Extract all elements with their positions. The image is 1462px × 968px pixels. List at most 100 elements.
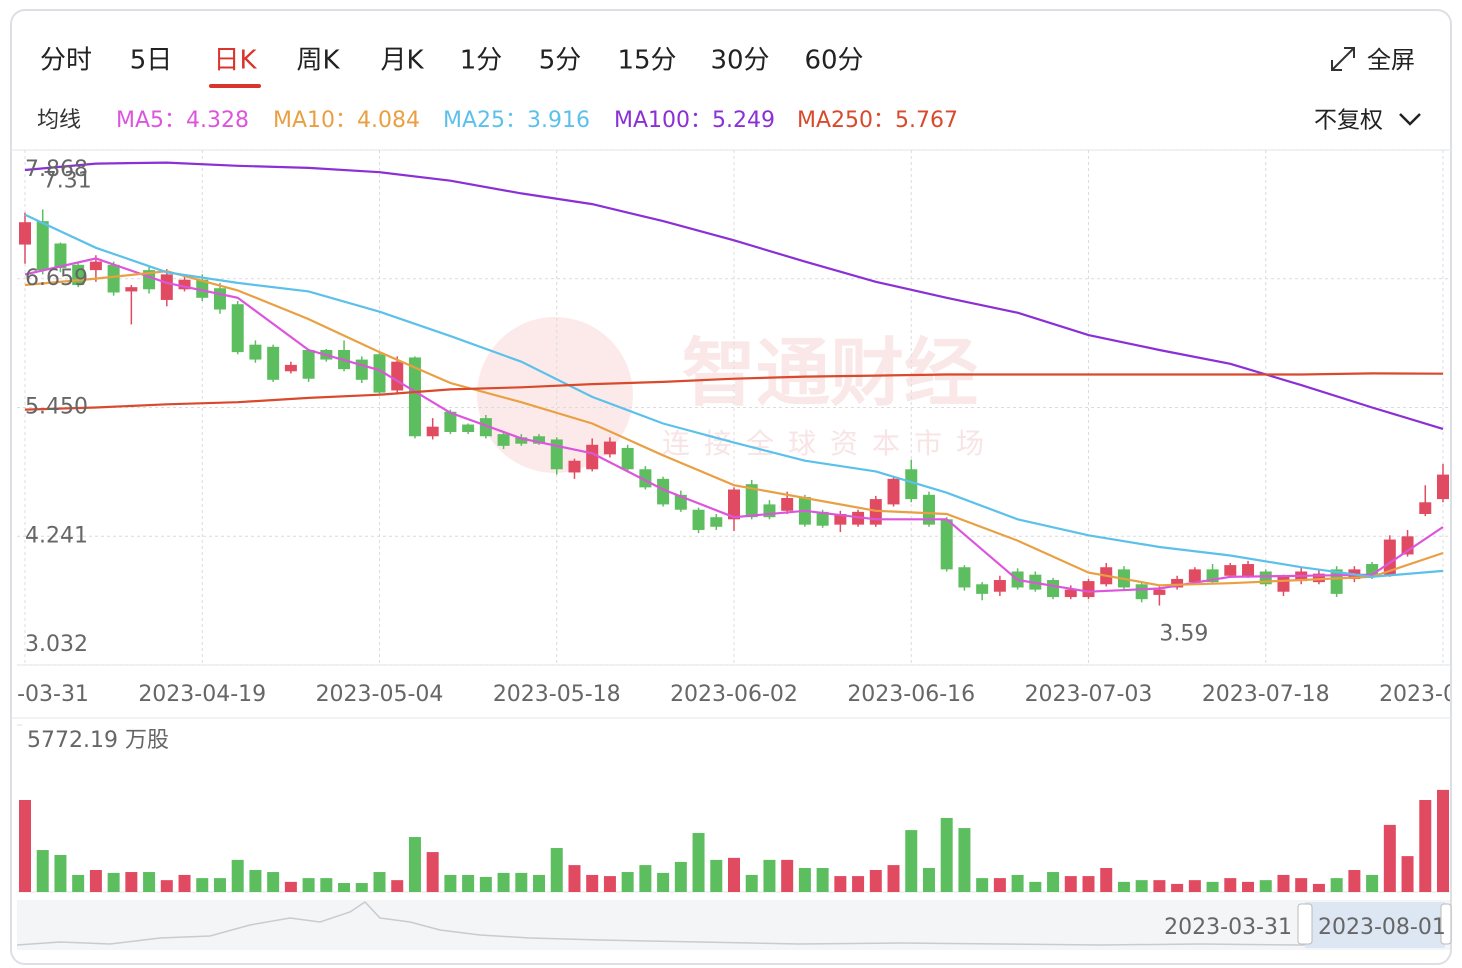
volume-bar: [621, 872, 634, 892]
candle-body: [568, 460, 581, 473]
tab[interactable]: 5日: [130, 46, 173, 76]
candle-body: [213, 288, 226, 310]
tab[interactable]: 1分: [460, 46, 503, 76]
candle-body: [533, 436, 546, 444]
candle-body: [887, 478, 900, 505]
tab[interactable]: 60分: [804, 46, 863, 76]
volume-bar: [320, 878, 333, 892]
volume-bar: [479, 876, 492, 892]
navigator-start: 2023-03-31: [1164, 915, 1292, 940]
candle-body: [1171, 578, 1184, 588]
candle-body: [391, 361, 404, 391]
volume-bar: [1348, 870, 1361, 892]
adjust-label[interactable]: 不复权: [1314, 108, 1383, 134]
candle-body: [692, 509, 705, 530]
candle-body: [1047, 580, 1060, 598]
volume-bar: [143, 872, 156, 892]
volume-bar: [745, 874, 758, 892]
candle-body: [993, 580, 1006, 592]
volume-bar: [1259, 880, 1272, 892]
volume-bar: [231, 859, 244, 892]
x-tick-label: 2023-08-01: [1379, 682, 1462, 707]
volume-bar: [497, 872, 510, 892]
volume-bar: [107, 872, 120, 892]
volume-bar: [869, 870, 882, 892]
candle-body: [940, 519, 953, 570]
candle-body: [36, 221, 49, 271]
x-axis: 2023-03-31 2023-04-19 2023-05-04 2023-05-18…: [0, 682, 1462, 707]
navigator-window[interactable]: [1305, 902, 1445, 948]
volume-bar: [1117, 881, 1130, 892]
volume-bar: [639, 865, 652, 892]
navigator[interactable]: 2023-03-31 2023-08-01: [16, 900, 1452, 950]
tab[interactable]: 30分: [710, 46, 769, 76]
adjust-dropdown[interactable]: 不复权: [1314, 108, 1421, 134]
candle-body: [107, 264, 120, 293]
candle-body: [710, 517, 723, 527]
high-annotation: 7.31: [43, 168, 92, 193]
card: [10, 9, 1452, 965]
tab-underline: [209, 84, 261, 88]
candle-body: [976, 584, 989, 594]
volume-bar: [1100, 867, 1113, 892]
tab[interactable]: 月K: [380, 46, 424, 76]
y-tick-label: 5.450: [25, 395, 88, 420]
x-tick-label: 2023-06-16: [847, 682, 975, 707]
y-tick-label: 7.868: [25, 157, 88, 182]
y-tick-label: 3.032: [25, 632, 88, 657]
candle-body: [89, 261, 102, 271]
tab[interactable]: 15分: [617, 46, 676, 76]
volume-bar: [533, 874, 546, 892]
candle-body: [19, 222, 31, 245]
x-tick-label: 2023-05-04: [316, 682, 444, 707]
watermark-logo: [477, 317, 633, 473]
fullscreen-label[interactable]: 全屏: [1367, 46, 1415, 74]
low-annotation: 3.59: [1159, 622, 1208, 647]
x-tick-label: 2023-04-19: [138, 682, 266, 707]
candle-body: [603, 441, 616, 455]
tab[interactable]: 5分: [539, 46, 582, 76]
candle-body: [497, 434, 510, 446]
fullscreen-button[interactable]: 全屏: [1331, 46, 1415, 74]
candle-body: [1312, 573, 1325, 583]
tab[interactable]: 日K: [213, 46, 257, 76]
candle-body: [284, 364, 297, 372]
x-tick-label: 2023-03-31: [0, 682, 89, 707]
candle-body: [1224, 565, 1237, 576]
ma-line: [24, 213, 1444, 578]
legend-entry: MA5：4.328: [116, 108, 249, 133]
x-tick-label: 2023-07-03: [1025, 682, 1153, 707]
volume-bar: [391, 880, 404, 892]
tab[interactable]: 周K: [296, 46, 340, 76]
candle-body: [373, 354, 386, 393]
navigator-handle[interactable]: [1297, 903, 1313, 945]
volume-bar: [355, 883, 368, 892]
navigator-handle[interactable]: [1440, 903, 1452, 945]
legend-entry: MA250：5.767: [797, 108, 958, 133]
ma-line: [24, 161, 1444, 430]
legend-entry: MA25：3.916: [443, 108, 590, 133]
volume-bar: [1206, 881, 1219, 892]
candle-body: [408, 357, 421, 437]
volume-bar: [160, 880, 173, 892]
volume-bar: [1029, 881, 1042, 892]
candle-body: [426, 426, 439, 437]
candle-body: [1437, 474, 1449, 500]
volume-bar: [338, 883, 351, 892]
volume-bar: [408, 837, 421, 892]
fullscreen-icon: [1331, 47, 1355, 71]
candle-body: [444, 411, 457, 432]
tab[interactable]: 分时: [40, 46, 92, 76]
candle-body: [267, 346, 280, 380]
volume-bar: [1047, 872, 1060, 892]
volume-bar: [54, 854, 67, 892]
y-tick-label: 4.241: [25, 523, 88, 548]
ma-line: [24, 270, 1444, 587]
candle-body: [586, 444, 599, 470]
volume-bar: [515, 872, 528, 892]
ma-line: [24, 257, 1444, 593]
volume-bar: [1064, 876, 1077, 892]
legend-entry: MA100：5.249: [614, 108, 775, 133]
candle-body: [1242, 564, 1255, 576]
volume-bar: [692, 832, 705, 892]
